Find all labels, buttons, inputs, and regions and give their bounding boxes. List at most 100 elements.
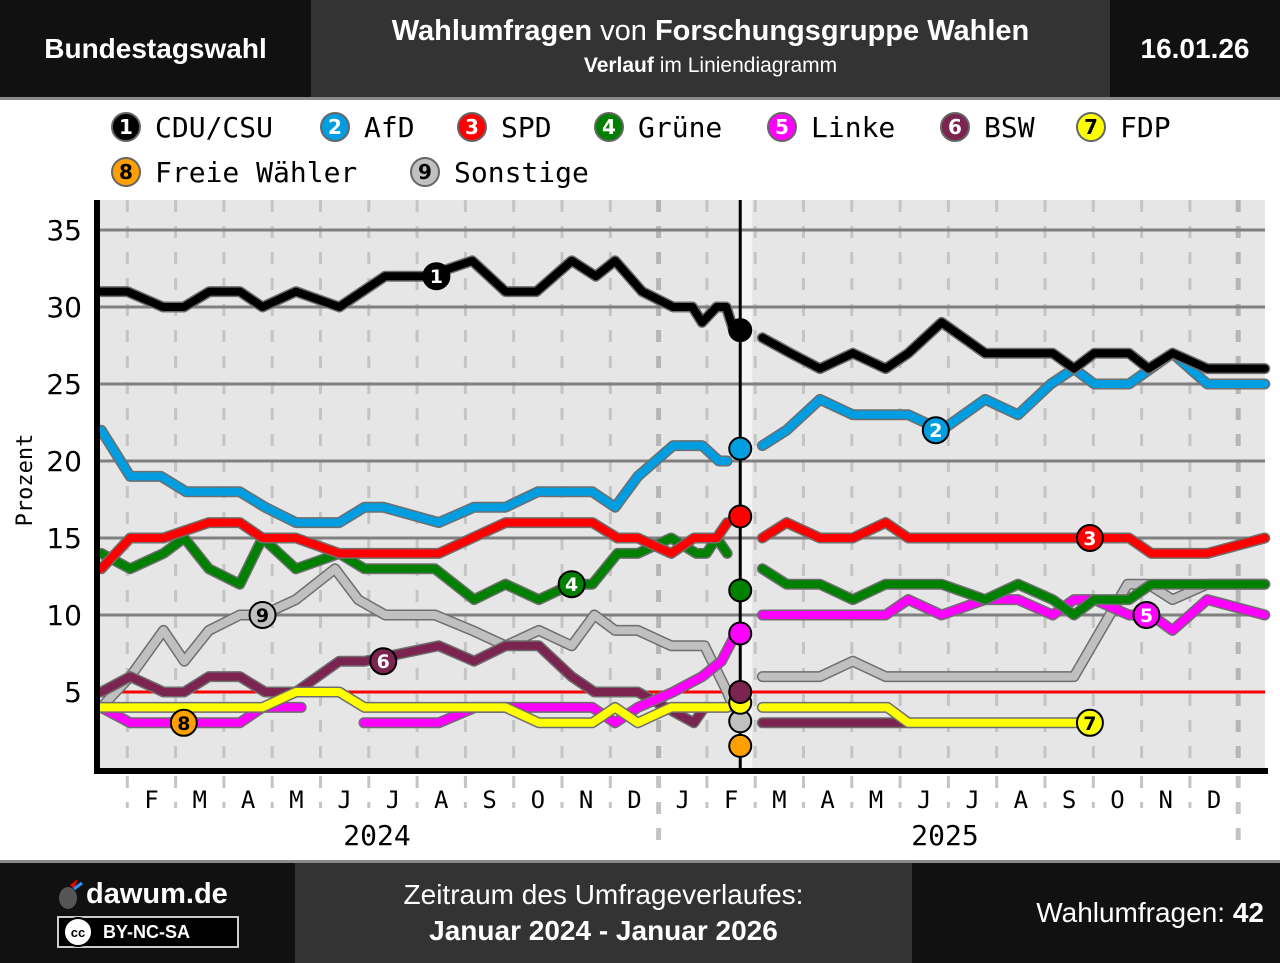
legend-marker-icon: 4	[594, 112, 624, 142]
series-label-number: 3	[1083, 528, 1096, 550]
legend-marker-icon: 6	[940, 112, 970, 142]
series-label-marker	[169, 708, 198, 737]
month-label: N	[579, 786, 593, 814]
license-text: BY-NC-SA	[103, 921, 191, 942]
legend-item: 7 FDP	[1076, 110, 1171, 144]
y-tick-label: 15	[46, 522, 82, 555]
election-result-marker	[728, 621, 753, 646]
series-label-number: 8	[177, 713, 190, 735]
y-axis-label: Prozent	[13, 434, 38, 527]
series-label-marker	[1132, 601, 1161, 629]
series-label-marker	[422, 262, 451, 291]
license-badge[interactable]: cc BY-NC-SA	[57, 916, 239, 948]
month-label: M	[289, 786, 303, 814]
header-date: 16.01.26	[1110, 0, 1280, 97]
series-label-marker	[1075, 708, 1104, 737]
series-label-marker	[1075, 524, 1104, 552]
month-label: J	[917, 786, 931, 814]
legend-label: SPD	[501, 110, 552, 144]
month-label: M	[869, 786, 883, 814]
poll-count-value: 42	[1232, 897, 1264, 928]
legend-label: Freie Wähler	[155, 155, 358, 189]
year-label: 2025	[911, 819, 978, 852]
month-label: J	[337, 786, 351, 814]
month-label: S	[1062, 786, 1076, 814]
title-part: Wahlumfragen	[391, 15, 593, 47]
legend-label: Grüne	[638, 110, 723, 144]
series-label-number: 5	[1140, 605, 1153, 627]
series-label-number: 2	[929, 420, 942, 442]
election-result-marker	[728, 318, 753, 343]
series-line	[97, 256, 738, 335]
series-line	[97, 426, 732, 527]
y-tick-label: 10	[46, 599, 82, 632]
legend-label: Sonstige	[454, 155, 589, 189]
series-line	[97, 518, 732, 573]
legend-item: 1 CDU/CSU	[111, 110, 273, 144]
series-label-marker	[921, 416, 950, 445]
election-result-marker	[728, 733, 753, 758]
year-label: 2024	[343, 819, 410, 852]
subtitle-part: Verlauf	[583, 54, 654, 77]
month-label: A	[434, 786, 449, 814]
y-tick-label: 5	[64, 676, 82, 709]
legend-label: AfD	[364, 110, 415, 144]
dawum-logo-icon	[59, 879, 83, 909]
legend-item: 3 SPD	[457, 110, 552, 144]
election-result-marker	[728, 436, 753, 461]
month-label: F	[144, 786, 158, 814]
footer: dawum.de cc BY-NC-SA Zeitraum des Umfrag…	[0, 860, 1280, 963]
series-line	[758, 518, 1269, 558]
legend-item: 9 Sonstige	[410, 155, 589, 189]
month-label: M	[772, 786, 786, 814]
month-label: A	[241, 786, 256, 814]
series-label-number: 1	[430, 266, 443, 288]
legend-marker-icon: 9	[410, 157, 440, 187]
election-result-marker	[728, 504, 753, 529]
series-line	[97, 688, 732, 727]
series-label-marker	[369, 647, 398, 676]
series-label-number: 9	[256, 605, 269, 627]
legend-item: 4 Grüne	[594, 110, 722, 144]
dawum-logo[interactable]: dawum.de	[56, 877, 228, 911]
series-line	[758, 564, 1269, 619]
series-line	[97, 564, 738, 712]
election-type: Bundestagswahl	[0, 0, 311, 97]
legend-item: 5 Linke	[767, 110, 895, 144]
month-label: S	[482, 786, 496, 814]
series-bsw	[95, 640, 916, 729]
month-label: D	[627, 786, 641, 814]
footer-brand-block: dawum.de cc BY-NC-SA	[0, 863, 295, 963]
month-label: F	[724, 786, 738, 814]
series-line	[758, 703, 1094, 727]
y-tick-label: 30	[46, 291, 82, 324]
series-label-number: 4	[565, 574, 578, 596]
month-label: M	[193, 786, 207, 814]
series-label-marker	[557, 570, 586, 599]
legend-marker-icon: 8	[111, 157, 141, 187]
month-label: J	[386, 786, 400, 814]
legend-marker-icon: 7	[1076, 112, 1106, 142]
header-title-block: Wahlumfragen von Forschungsgruppe Wahlen…	[311, 0, 1110, 97]
election-result-marker	[728, 680, 753, 704]
month-label: N	[1159, 786, 1173, 814]
legend-marker-icon: 1	[111, 112, 141, 142]
election-result-marker	[728, 578, 753, 603]
month-label: J	[965, 786, 979, 814]
legend-label: FDP	[1120, 110, 1171, 144]
legend-marker-icon: 3	[457, 112, 487, 142]
y-tick-label: 20	[46, 445, 82, 478]
brand-name: dawum.de	[86, 877, 228, 910]
month-label: O	[531, 786, 545, 814]
series-sonstige	[95, 563, 1271, 713]
period-label: Zeitraum des Umfrageverlaufes:	[403, 879, 804, 910]
series-cdu-csu	[95, 255, 1271, 375]
series-line	[758, 318, 1269, 373]
page-subtitle: Verlauf im Liniendiagramm	[311, 54, 1110, 78]
subtitle-part: im Liniendiagramm	[653, 54, 838, 77]
series-spd	[95, 517, 1271, 575]
poll-count-label: Wahlumfragen:	[1036, 897, 1233, 928]
series-line	[758, 580, 1269, 681]
series-label-number: 6	[377, 651, 390, 673]
